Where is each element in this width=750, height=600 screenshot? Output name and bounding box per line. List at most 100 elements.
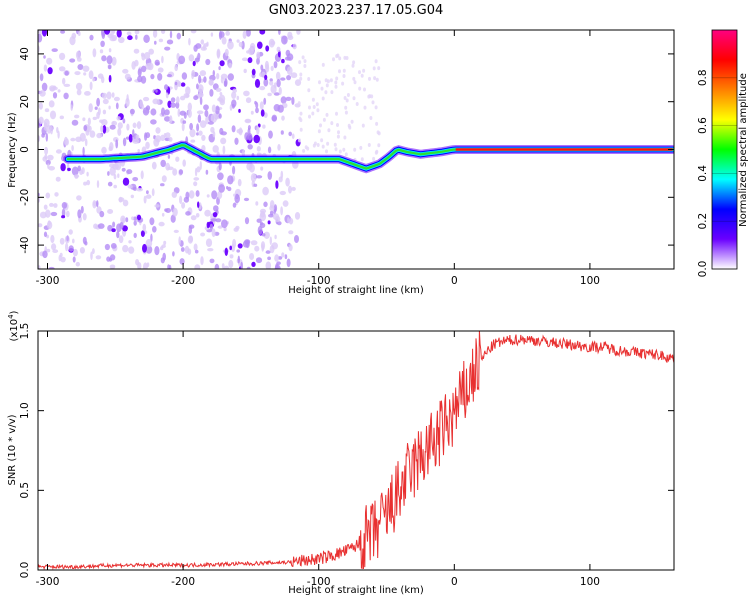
speckle-blob bbox=[41, 133, 45, 138]
speckle-blob bbox=[96, 111, 100, 119]
speckle-blob bbox=[299, 72, 303, 77]
speckle-blob bbox=[352, 96, 356, 101]
speckle-blob bbox=[215, 87, 222, 92]
speckle-blob bbox=[225, 30, 230, 36]
speckle-blob bbox=[158, 38, 164, 43]
speckle-blob bbox=[214, 263, 220, 269]
speckle-blob bbox=[109, 142, 114, 151]
speckle-blob bbox=[168, 264, 172, 269]
speckle-blob bbox=[207, 248, 214, 252]
speckle-blob bbox=[182, 159, 186, 167]
speckle-blob bbox=[206, 221, 210, 229]
speckle-blob bbox=[38, 33, 43, 43]
speckle-blob bbox=[117, 173, 120, 178]
speckle-blob bbox=[316, 108, 320, 113]
speckle-blob bbox=[228, 62, 233, 69]
speckle-blob bbox=[101, 146, 107, 154]
speckle-blob bbox=[115, 102, 119, 110]
chart-title: GN03.2023.237.17.05.G04 bbox=[269, 3, 444, 18]
speckle-blob bbox=[217, 191, 223, 200]
speckle-blob bbox=[256, 175, 263, 179]
speckle-blob bbox=[113, 96, 120, 102]
speckle-blob bbox=[374, 105, 378, 110]
speckle-blob bbox=[199, 160, 202, 170]
speckle-blob bbox=[209, 89, 214, 97]
speckle-blob bbox=[137, 149, 140, 153]
y-tick-label: -40 bbox=[19, 237, 31, 254]
speckle-blob bbox=[243, 68, 247, 74]
speckle-blob bbox=[94, 106, 98, 110]
speckle-blob bbox=[45, 159, 51, 166]
speckle-blob bbox=[246, 50, 250, 54]
speckle-blob bbox=[210, 113, 218, 123]
speckle-blob bbox=[226, 186, 229, 190]
speckle-blob bbox=[193, 243, 198, 251]
speckle-blob bbox=[221, 36, 227, 45]
speckle-blob bbox=[259, 30, 266, 35]
speckle-blob bbox=[82, 146, 85, 156]
speckle-blob bbox=[83, 181, 88, 186]
speckle-blob bbox=[265, 45, 270, 52]
speckle-blob bbox=[133, 48, 140, 54]
y-tick-label: 1.0 bbox=[19, 402, 31, 419]
speckle-blob bbox=[99, 49, 104, 54]
speckle-blob bbox=[43, 64, 48, 72]
speckle-blob bbox=[61, 208, 66, 218]
speckle-blob bbox=[46, 124, 52, 134]
speckle-blob bbox=[47, 220, 51, 226]
speckle-blob bbox=[198, 74, 202, 84]
speckle-blob bbox=[140, 230, 145, 237]
speckle-blob bbox=[265, 250, 271, 254]
speckle-blob bbox=[60, 256, 66, 263]
speckle-blob bbox=[180, 82, 186, 87]
speckle-blob bbox=[97, 73, 104, 79]
speckle-blob bbox=[332, 57, 335, 62]
speckle-blob bbox=[244, 132, 249, 141]
speckle-blob bbox=[95, 255, 102, 260]
speckle-blob bbox=[275, 71, 281, 81]
speckle-blob bbox=[169, 30, 173, 39]
speckle-blob bbox=[296, 30, 301, 35]
speckle-blob bbox=[88, 103, 93, 113]
speckle-blob bbox=[102, 109, 107, 115]
speckle-blob bbox=[172, 168, 178, 176]
speckle-blob bbox=[343, 96, 347, 100]
speckle-blob bbox=[229, 254, 234, 259]
speckle-blob bbox=[128, 133, 133, 143]
speckle-blob bbox=[267, 146, 272, 154]
snr-y-multiplier-base: (x10 bbox=[9, 319, 20, 342]
speckle-blob bbox=[145, 132, 151, 139]
speckle-blob bbox=[93, 223, 98, 229]
speckle-blob bbox=[72, 256, 76, 263]
speckle-blob bbox=[57, 89, 61, 93]
speckle-blob bbox=[342, 74, 346, 78]
speckle-blob bbox=[211, 104, 216, 113]
speckle-blob bbox=[178, 55, 186, 65]
speckle-blob bbox=[273, 92, 280, 96]
speckle-blob bbox=[56, 126, 59, 134]
speckle-blob bbox=[125, 217, 129, 223]
speckle-blob bbox=[275, 215, 281, 223]
speckle-blob bbox=[89, 130, 96, 138]
speckle-blob bbox=[231, 99, 237, 108]
speckle-blob bbox=[46, 57, 53, 65]
speckle-blob bbox=[337, 130, 340, 135]
speckle-blob bbox=[234, 137, 239, 145]
speckle-blob bbox=[318, 80, 321, 85]
speckle-blob bbox=[103, 30, 111, 35]
speckle-blob bbox=[86, 179, 91, 186]
speckle-blob bbox=[39, 90, 46, 97]
speckle-blob bbox=[211, 228, 216, 238]
speckle-blob bbox=[75, 261, 81, 267]
speckle-blob bbox=[43, 55, 46, 59]
speckle-blob bbox=[268, 130, 273, 139]
speckle-blob bbox=[245, 119, 251, 123]
speckle-blob bbox=[122, 199, 129, 207]
speckle-blob bbox=[127, 35, 133, 41]
speckle-blob bbox=[178, 169, 184, 175]
speckle-blob bbox=[89, 81, 93, 91]
speckle-blob bbox=[166, 39, 174, 45]
speckle-blob bbox=[257, 41, 263, 49]
speckle-blob bbox=[42, 30, 47, 37]
speckle-blob bbox=[154, 40, 157, 45]
